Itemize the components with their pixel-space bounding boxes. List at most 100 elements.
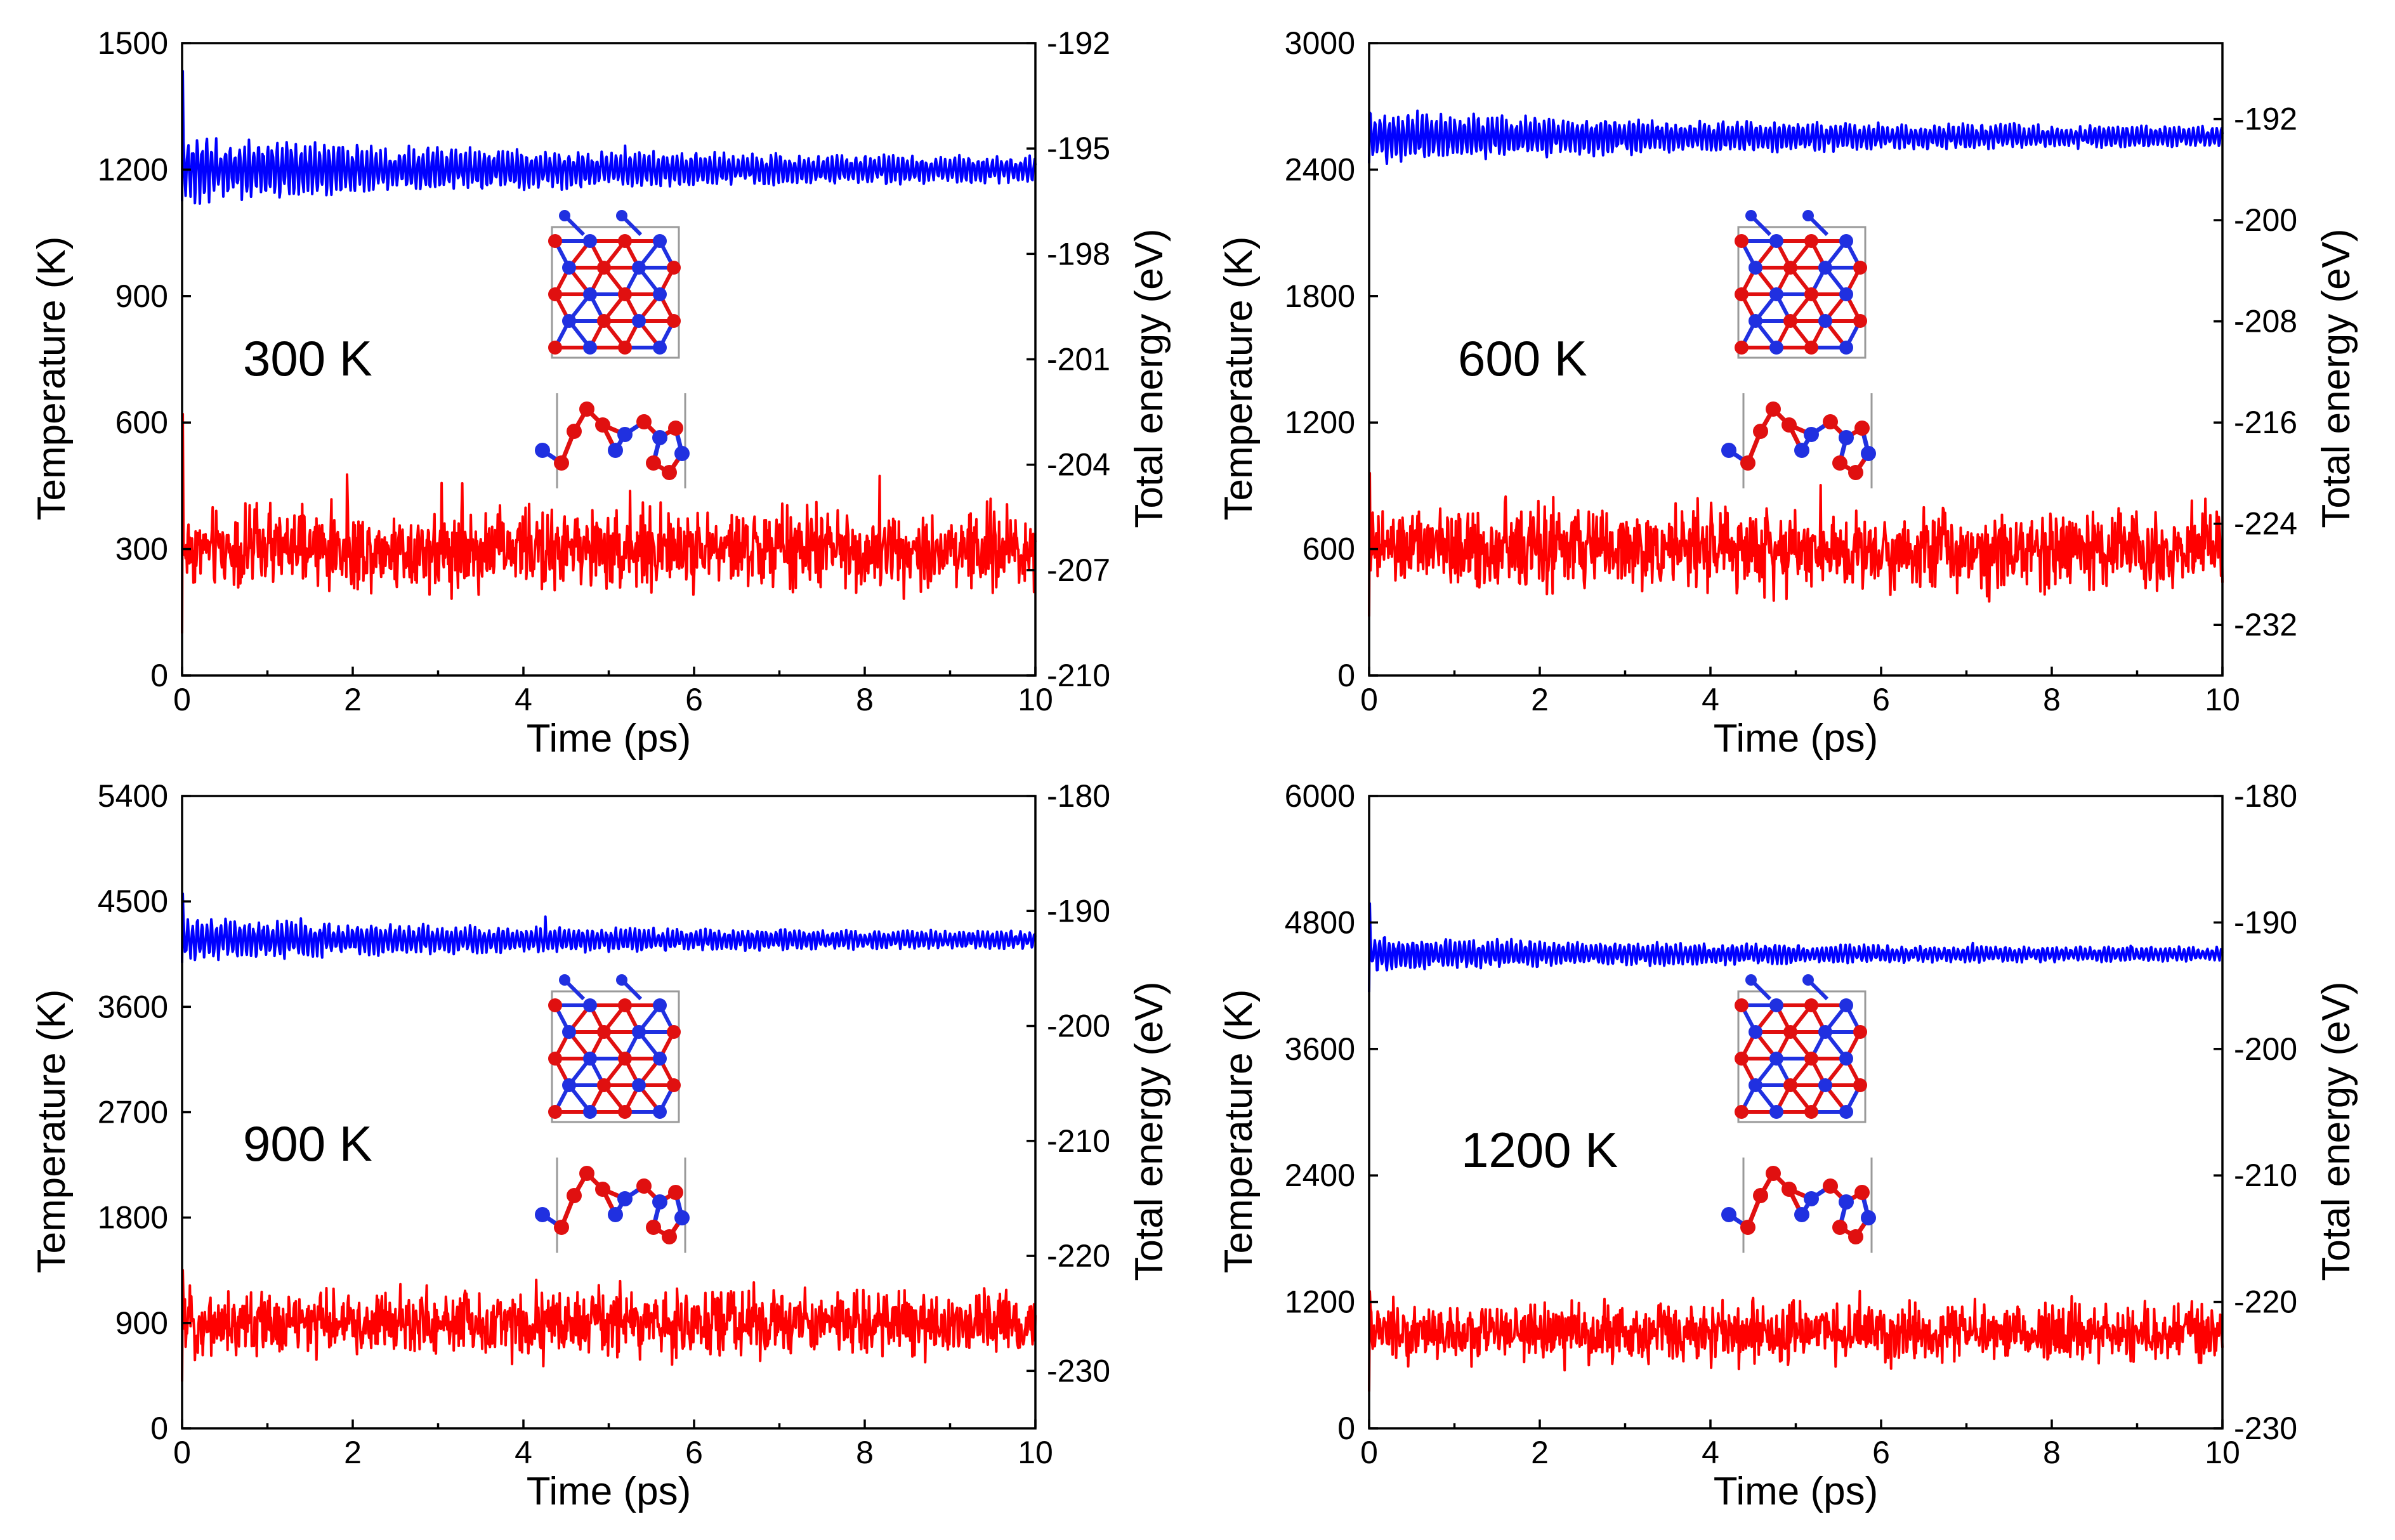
energy-series-line	[181, 70, 1037, 205]
atom	[1802, 210, 1814, 221]
atom	[646, 1220, 661, 1235]
atom	[1740, 1220, 1755, 1235]
atom	[1839, 234, 1853, 248]
atom	[1853, 261, 1867, 275]
atom	[567, 1188, 582, 1203]
y2-tick-label: -210	[1047, 658, 1110, 693]
atom	[1818, 1078, 1832, 1092]
x-tick-label: 2	[344, 1435, 362, 1470]
chart-panel-2: 0 2 4 6 8 10 0 600 1200 1800 2400 3000 -232 -224 -216 -…	[1217, 25, 2358, 760]
y2-tick-label: -220	[1047, 1238, 1110, 1274]
atom	[1769, 234, 1783, 248]
y-tick-label: 300	[115, 532, 168, 567]
atom	[1794, 443, 1809, 458]
y2-tick-label: -200	[1047, 1008, 1110, 1044]
atom	[1854, 1185, 1870, 1200]
y2-tick-label: -216	[2234, 405, 2297, 440]
y-tick-label: 0	[150, 1411, 168, 1446]
atom	[653, 287, 667, 301]
atom	[632, 1078, 646, 1092]
atom	[653, 234, 667, 248]
chart-panel-1: 0 2 4 6 8 10 0 300 600 900 1200 1500 -210 -207 -204 -20…	[30, 25, 1171, 760]
x-tick-label: 8	[856, 682, 874, 717]
atom	[653, 998, 667, 1012]
y2-tick-label: -204	[1047, 447, 1110, 483]
atom	[1839, 1194, 1854, 1210]
atom	[597, 1025, 611, 1039]
atom	[632, 314, 646, 328]
x-tick-label: 10	[2205, 682, 2240, 717]
atom	[1749, 314, 1762, 328]
atom	[583, 234, 597, 248]
atom	[559, 210, 570, 221]
atom	[562, 1025, 576, 1039]
y2-axis-title: Total energy (eV)	[1127, 981, 1171, 1281]
x-tick-label: 8	[2043, 682, 2061, 717]
y2-tick-label: -207	[1047, 552, 1110, 588]
atom	[1802, 974, 1814, 986]
atom	[559, 974, 570, 986]
x-tick-label: 4	[515, 682, 532, 717]
atom	[595, 417, 610, 433]
atom	[597, 261, 611, 275]
x-tick-label: 10	[1018, 1435, 1053, 1470]
y2-tick-label: -230	[1047, 1353, 1110, 1388]
x-tick-label: 10	[2205, 1435, 2240, 1470]
atom	[562, 314, 576, 328]
y2-tick-label: -201	[1047, 342, 1110, 377]
y2-tick-label: -230	[2234, 1411, 2297, 1446]
x-tick-label: 10	[1018, 682, 1053, 717]
x-tick-label: 8	[856, 1435, 874, 1470]
y-tick-label: 600	[115, 405, 168, 440]
atom	[554, 455, 569, 471]
y-tick-label: 0	[1337, 658, 1355, 693]
atom	[1839, 1052, 1853, 1066]
temperature-annotation: 300 K	[243, 330, 372, 386]
atom	[1735, 1105, 1749, 1119]
atom	[1839, 341, 1853, 355]
atom	[1745, 210, 1757, 221]
x-axis-title: Time (ps)	[527, 1470, 691, 1513]
y-tick-label: 1200	[1285, 405, 1355, 440]
atom	[1769, 341, 1783, 355]
atom	[1721, 443, 1736, 458]
atom	[1823, 414, 1838, 429]
y2-tick-label: -195	[1047, 131, 1110, 166]
y-tick-label: 3600	[98, 989, 168, 1024]
x-axis-title: Time (ps)	[1714, 717, 1878, 760]
atom	[618, 287, 632, 301]
x-tick-label: 4	[1702, 1435, 1719, 1470]
atom	[562, 261, 576, 275]
x-tick-label: 2	[1531, 1435, 1549, 1470]
atom	[579, 401, 594, 417]
atom	[583, 998, 597, 1012]
x-tick-label: 8	[2043, 1435, 2061, 1470]
x-axis-title: Time (ps)	[527, 717, 691, 760]
atom	[548, 234, 562, 248]
atom	[583, 341, 597, 355]
atom	[653, 1105, 667, 1119]
x-tick-label: 4	[515, 1435, 532, 1470]
atom	[548, 1052, 562, 1066]
atom	[535, 1207, 550, 1222]
atom	[1853, 1025, 1867, 1039]
atom	[618, 998, 632, 1012]
atom	[674, 1210, 690, 1225]
atom	[1839, 1105, 1853, 1119]
y2-tick-label: -200	[2234, 202, 2297, 238]
temperature-series-line	[1368, 472, 2224, 617]
x-tick-label: 6	[1872, 1435, 1890, 1470]
atom	[597, 1078, 611, 1092]
side-view-structure	[535, 1158, 690, 1253]
atom	[1769, 1105, 1783, 1119]
energy-series-line	[1368, 109, 2224, 165]
y2-axis-title: Total energy (eV)	[2314, 228, 2358, 528]
atom	[1745, 974, 1757, 986]
atom	[554, 1220, 569, 1235]
atom	[617, 1191, 633, 1206]
atom	[1781, 417, 1797, 433]
y-tick-label: 2400	[1285, 1158, 1355, 1193]
atom	[1753, 1188, 1768, 1203]
y2-tick-label: -190	[2234, 904, 2297, 940]
atom	[1769, 287, 1783, 301]
